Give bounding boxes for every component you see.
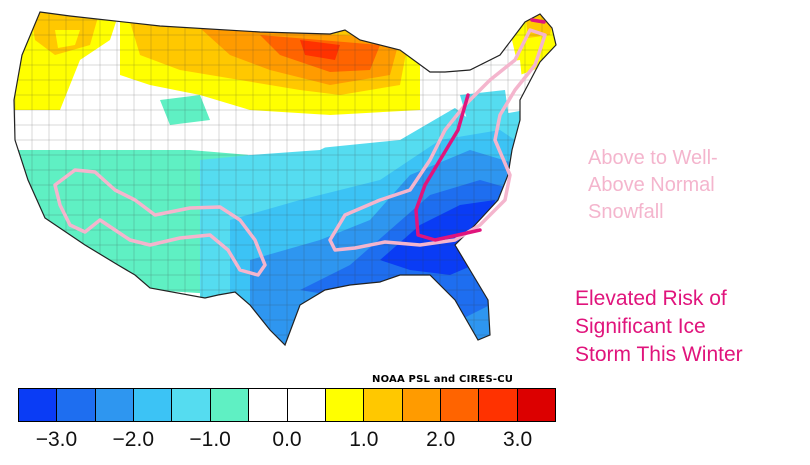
ice-storm-annotation-line: Elevated Risk of xyxy=(575,287,727,310)
legend-swatch xyxy=(19,389,58,421)
legend-swatch xyxy=(402,389,441,421)
snowfall-annotation-line: Above to Well- xyxy=(588,147,718,169)
legend-swatch xyxy=(364,389,403,421)
legend-swatch xyxy=(57,389,96,421)
snowfall-region-outline-west xyxy=(53,168,267,277)
legend-swatch xyxy=(134,389,173,421)
legend-tick-label: 1.0 xyxy=(349,428,379,451)
legend-swatch xyxy=(172,389,211,421)
ice-storm-annotation: Elevated Risk of Significant Ice Storm T… xyxy=(575,285,743,369)
legend-swatch xyxy=(325,389,365,421)
snowfall-annotation-line: Above Normal xyxy=(588,174,715,196)
legend-swatch xyxy=(249,389,288,421)
legend-swatch xyxy=(479,389,518,421)
legend-swatch xyxy=(287,389,326,421)
credit-label: NOAA PSL and CIRES-CU xyxy=(372,374,514,385)
legend-swatch xyxy=(440,389,480,421)
snowfall-annotation-line: Snowfall xyxy=(588,201,664,223)
legend-tick-label: 0.0 xyxy=(272,428,302,451)
snowfall-region-outline-east xyxy=(328,28,547,252)
ice-storm-annotation-line: Significant Ice xyxy=(575,315,706,338)
ice-storm-annotation-line: Storm This Winter xyxy=(575,343,743,366)
legend-tick-label: 3.0 xyxy=(502,428,533,451)
legend-swatch xyxy=(517,389,556,421)
legend-tick-label: −1.0 xyxy=(189,428,231,451)
legend-swatch xyxy=(95,389,135,421)
color-legend-bar xyxy=(18,388,556,422)
snowfall-annotation: Above to Well- Above Normal Snowfall xyxy=(588,145,718,226)
ice-storm-risk-outline-maine xyxy=(530,18,546,24)
legend-tick-label: −2.0 xyxy=(112,428,155,451)
us-outline xyxy=(13,11,557,347)
legend-swatch xyxy=(210,389,250,421)
legend-tick-label: −3.0 xyxy=(35,428,78,451)
legend-tick-label: 2.0 xyxy=(426,428,456,451)
anomaly-fill xyxy=(14,12,556,345)
ice-storm-risk-outline xyxy=(414,93,482,242)
